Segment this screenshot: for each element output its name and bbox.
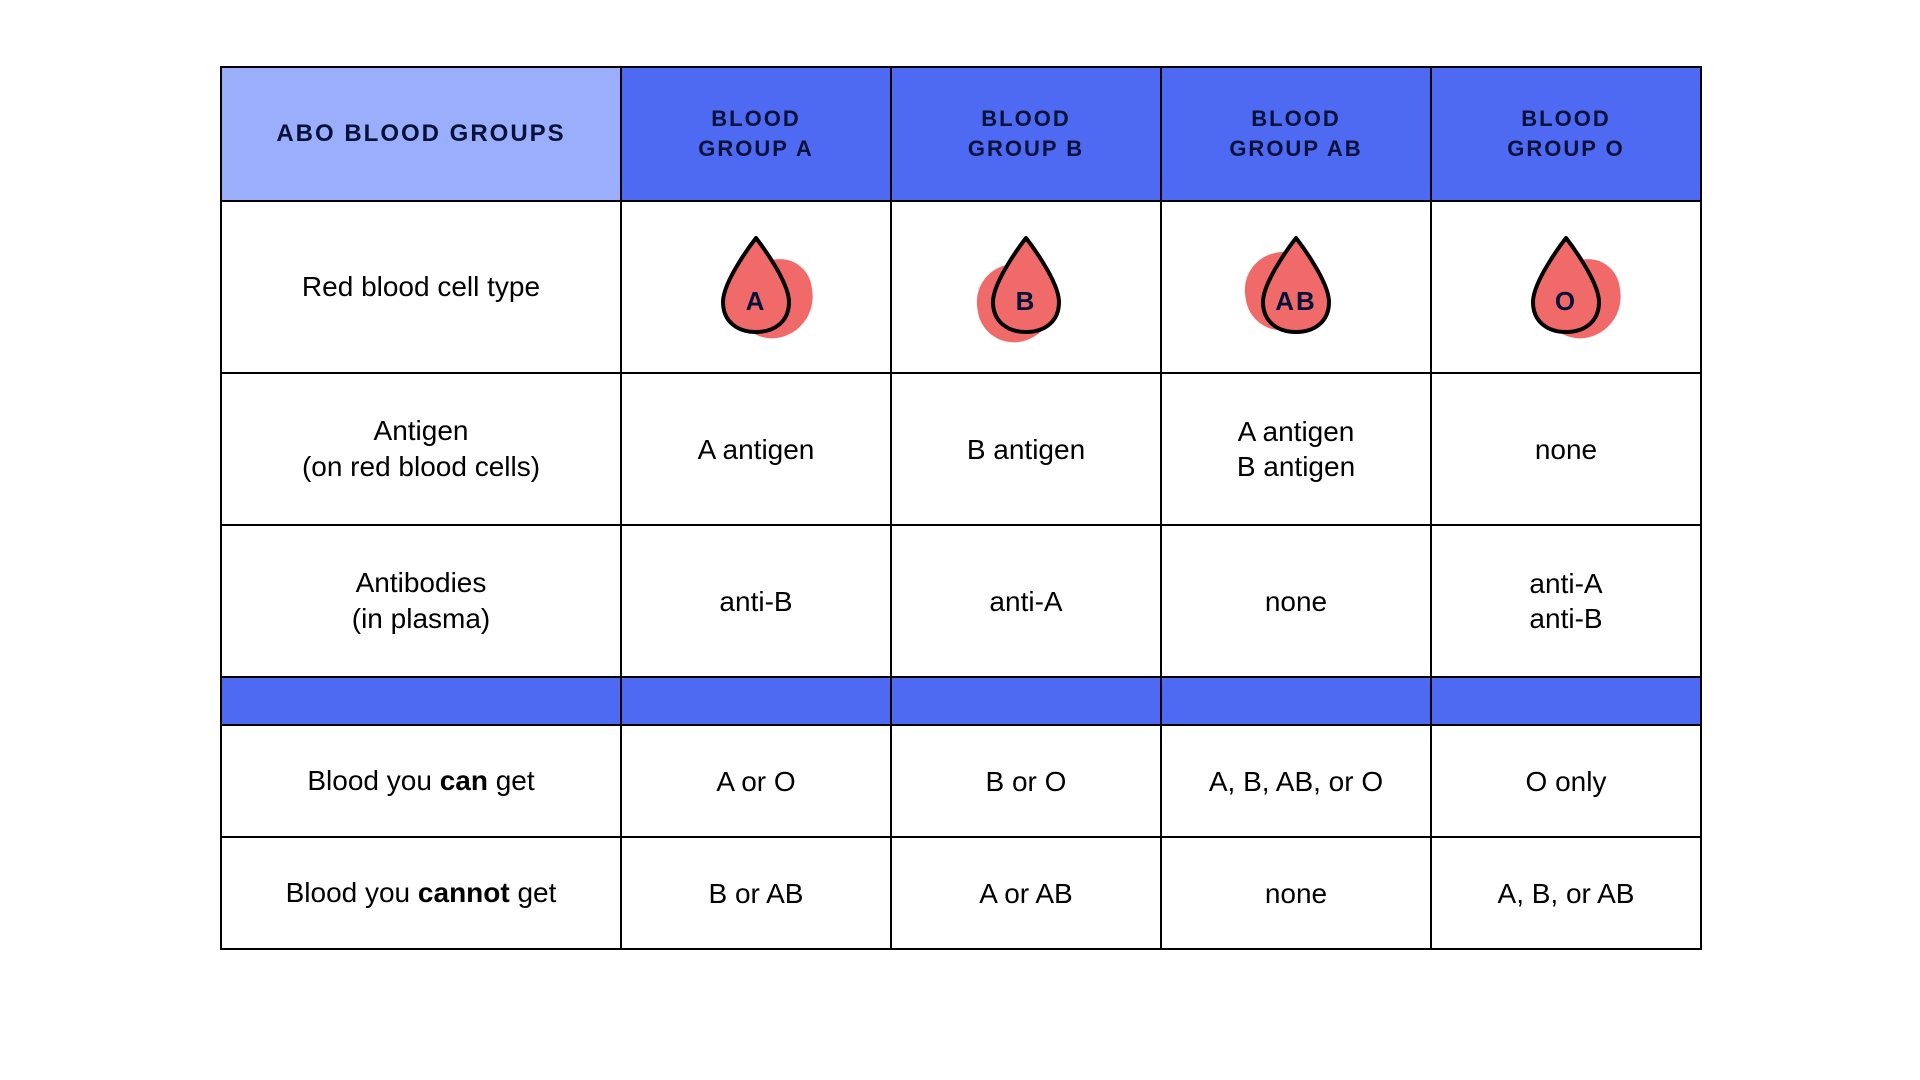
cell-drop-a: A	[621, 201, 891, 373]
cell-antigen-o: none	[1535, 434, 1597, 465]
cell-cannot-b: A or AB	[979, 878, 1072, 909]
header-row: ABO BLOOD GROUPS BLOOD GROUP A BLOOD GRO…	[221, 67, 1701, 201]
header-col-ab: BLOOD GROUP AB	[1161, 67, 1431, 201]
row-rbc-type-label-cell: Red blood cell type	[221, 201, 621, 373]
cell-drop-b: B	[891, 201, 1161, 373]
cell-can-b: B or O	[986, 766, 1067, 797]
rich-pre: Blood you	[307, 765, 439, 796]
drop-svg	[985, 234, 1067, 336]
header-col-b-text: BLOOD GROUP B	[968, 106, 1084, 161]
cell-can-a: A or O	[716, 766, 795, 797]
drop-label-a: A	[701, 286, 811, 317]
cell-antigen-b: B antigen	[967, 434, 1085, 465]
row-cannot-get-label: Blood you cannot get	[286, 877, 557, 908]
cell-cannot-ab: none	[1265, 878, 1327, 909]
rich-pre: Blood you	[286, 877, 418, 908]
header-main-text: ABO BLOOD GROUPS	[276, 120, 565, 147]
blood-drop-icon: AB	[1241, 230, 1351, 340]
drop-label-b: B	[971, 286, 1081, 317]
drop-label-o: O	[1511, 286, 1621, 317]
row-rbc-type-label: Red blood cell type	[302, 271, 540, 302]
cell-antibodies-b: anti-A	[989, 586, 1062, 617]
header-col-o: BLOOD GROUP O	[1431, 67, 1701, 201]
cell-antigen-ab: A antigen B antigen	[1237, 416, 1355, 482]
blood-groups-table-container: ABO BLOOD GROUPS BLOOD GROUP A BLOOD GRO…	[220, 66, 1700, 950]
cell-drop-ab: AB	[1161, 201, 1431, 373]
drop-label-ab: AB	[1241, 286, 1351, 317]
rich-bold: cannot	[418, 877, 510, 908]
cell-can-ab: A, B, AB, or O	[1209, 766, 1383, 797]
cell-antibodies-o: anti-A anti-B	[1529, 568, 1602, 634]
row-antigen-label: Antigen (on red blood cells)	[302, 415, 540, 482]
row-antibodies-label: Antibodies (in plasma)	[352, 567, 490, 634]
rich-post: get	[510, 877, 557, 908]
cell-can-o: O only	[1526, 766, 1607, 797]
blood-drop-icon: A	[701, 230, 811, 340]
row-rbc-type: Red blood cell type A B	[221, 201, 1701, 373]
cell-cannot-o: A, B, or AB	[1498, 878, 1635, 909]
row-cannot-get: Blood you cannot get B or AB A or AB non…	[221, 837, 1701, 949]
blood-drop-icon: O	[1511, 230, 1621, 340]
header-col-b: BLOOD GROUP B	[891, 67, 1161, 201]
rich-bold: can	[440, 765, 488, 796]
cell-antibodies-ab: none	[1265, 586, 1327, 617]
header-col-ab-text: BLOOD GROUP AB	[1229, 106, 1362, 161]
header-main: ABO BLOOD GROUPS	[221, 67, 621, 201]
header-col-o-text: BLOOD GROUP O	[1507, 106, 1625, 161]
header-col-a-text: BLOOD GROUP A	[698, 106, 813, 161]
row-antigen: Antigen (on red blood cells) A antigen B…	[221, 373, 1701, 525]
row-can-get: Blood you can get A or O B or O A, B, AB…	[221, 725, 1701, 837]
rich-post: get	[488, 765, 535, 796]
separator-row	[221, 677, 1701, 725]
row-can-get-label: Blood you can get	[307, 765, 534, 796]
cell-cannot-a: B or AB	[709, 878, 804, 909]
blood-drop-icon: B	[971, 230, 1081, 340]
cell-antigen-a: A antigen	[698, 434, 815, 465]
row-antibodies: Antibodies (in plasma) anti-B anti-A non…	[221, 525, 1701, 677]
header-col-a: BLOOD GROUP A	[621, 67, 891, 201]
drop-svg	[1525, 234, 1607, 336]
drop-svg	[1255, 234, 1337, 336]
blood-groups-table: ABO BLOOD GROUPS BLOOD GROUP A BLOOD GRO…	[220, 66, 1702, 950]
cell-drop-o: O	[1431, 201, 1701, 373]
drop-svg	[715, 234, 797, 336]
cell-antibodies-a: anti-B	[719, 586, 792, 617]
